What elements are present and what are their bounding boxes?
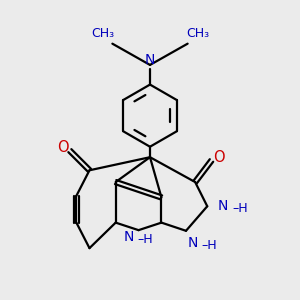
Text: N: N (124, 230, 134, 244)
Text: –H: –H (232, 202, 248, 215)
Text: CH₃: CH₃ (186, 27, 209, 40)
Text: N: N (145, 53, 155, 67)
Text: O: O (213, 150, 224, 165)
Text: CH₃: CH₃ (91, 27, 114, 40)
Text: O: O (57, 140, 68, 155)
Text: N: N (187, 236, 198, 250)
Text: –H: –H (137, 233, 153, 246)
Text: N: N (218, 199, 228, 213)
Text: –H: –H (202, 239, 218, 252)
